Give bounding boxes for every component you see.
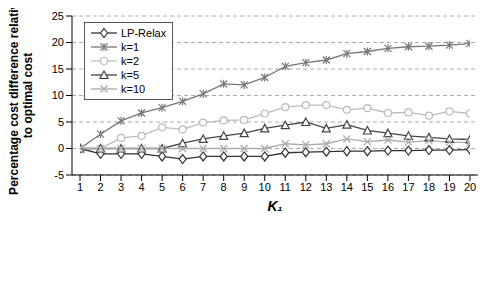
svg-text:11: 11 xyxy=(280,181,291,193)
svg-text:8: 8 xyxy=(221,181,227,193)
svg-text:14: 14 xyxy=(341,181,353,193)
svg-text:3: 3 xyxy=(118,181,124,193)
svg-text:20: 20 xyxy=(52,36,64,48)
svg-text:6: 6 xyxy=(180,181,186,193)
svg-text:-5: -5 xyxy=(54,169,64,181)
html-text:k=10: k=10 xyxy=(121,83,146,95)
html-text:LP-Relax: LP-Relax xyxy=(121,27,167,39)
svg-text:7: 7 xyxy=(200,181,206,193)
svg-text:15: 15 xyxy=(52,63,64,75)
svg-text:12: 12 xyxy=(300,181,312,193)
svg-text:15: 15 xyxy=(361,181,373,193)
svg-text:1: 1 xyxy=(77,181,83,193)
html-text:k=5: k=5 xyxy=(121,69,139,81)
svg-text:5: 5 xyxy=(58,116,64,128)
svg-text:10: 10 xyxy=(52,89,64,101)
svg-text:4: 4 xyxy=(139,181,145,193)
html-text:k=1: k=1 xyxy=(121,41,139,53)
svg-text:25: 25 xyxy=(52,10,64,22)
svg-text:13: 13 xyxy=(320,181,332,193)
svg-text:K₁: K₁ xyxy=(267,198,282,214)
svg-text:5: 5 xyxy=(159,181,165,193)
svg-text:9: 9 xyxy=(241,181,247,193)
svg-text:0: 0 xyxy=(58,142,64,154)
svg-text:20: 20 xyxy=(464,181,476,193)
svg-text:16: 16 xyxy=(382,181,394,193)
svg-text:Percentage cost difference rel: Percentage cost difference relativeto op… xyxy=(8,8,35,195)
svg-text:17: 17 xyxy=(402,181,414,193)
svg-text:10: 10 xyxy=(259,181,271,193)
svg-text:2: 2 xyxy=(97,181,103,193)
html-text:k=2: k=2 xyxy=(121,55,139,67)
svg-text:18: 18 xyxy=(423,181,435,193)
svg-text:19: 19 xyxy=(443,181,455,193)
